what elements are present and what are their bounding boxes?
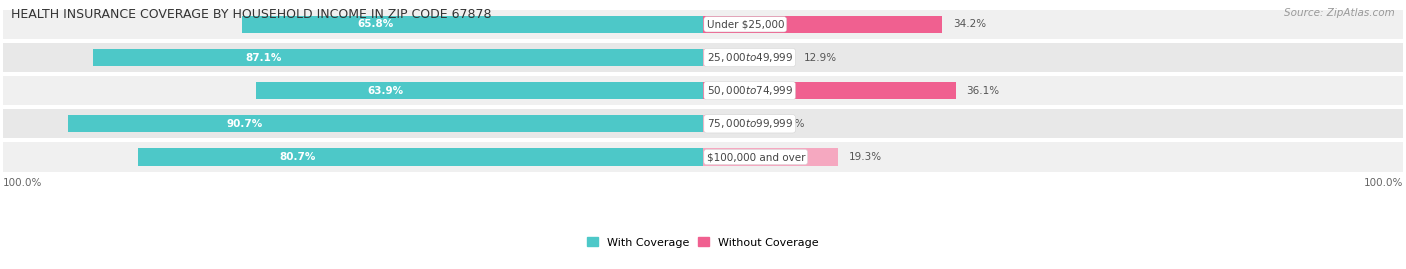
Bar bbox=[67, 115, 703, 132]
Text: $25,000 to $49,999: $25,000 to $49,999 bbox=[706, 51, 793, 64]
Text: $75,000 to $99,999: $75,000 to $99,999 bbox=[706, 117, 793, 130]
Bar bbox=[256, 82, 703, 99]
Text: 100.0%: 100.0% bbox=[3, 178, 42, 187]
Text: 19.3%: 19.3% bbox=[849, 152, 882, 162]
Text: 12.9%: 12.9% bbox=[804, 52, 837, 62]
Bar bbox=[242, 16, 703, 33]
Bar bbox=[3, 76, 1403, 105]
Bar bbox=[3, 109, 1403, 139]
Bar bbox=[703, 115, 768, 132]
Bar bbox=[93, 49, 703, 66]
Bar bbox=[3, 142, 1403, 172]
Text: 36.1%: 36.1% bbox=[966, 86, 1000, 96]
Text: Under $25,000: Under $25,000 bbox=[706, 19, 785, 29]
Text: 34.2%: 34.2% bbox=[953, 19, 986, 29]
Bar bbox=[3, 10, 1403, 39]
Text: Source: ZipAtlas.com: Source: ZipAtlas.com bbox=[1284, 8, 1395, 18]
Bar bbox=[138, 148, 703, 166]
Text: 90.7%: 90.7% bbox=[226, 119, 263, 129]
Legend: With Coverage, Without Coverage: With Coverage, Without Coverage bbox=[582, 233, 824, 252]
Bar bbox=[703, 16, 942, 33]
Text: 65.8%: 65.8% bbox=[357, 19, 394, 29]
Bar bbox=[703, 148, 838, 166]
Text: 80.7%: 80.7% bbox=[280, 152, 315, 162]
Text: $100,000 and over: $100,000 and over bbox=[706, 152, 806, 162]
Bar bbox=[703, 49, 793, 66]
Bar bbox=[3, 43, 1403, 72]
Bar bbox=[703, 82, 956, 99]
Text: 87.1%: 87.1% bbox=[246, 52, 283, 62]
Text: 63.9%: 63.9% bbox=[367, 86, 404, 96]
Text: $50,000 to $74,999: $50,000 to $74,999 bbox=[706, 84, 793, 97]
Text: 9.3%: 9.3% bbox=[779, 119, 806, 129]
Text: HEALTH INSURANCE COVERAGE BY HOUSEHOLD INCOME IN ZIP CODE 67878: HEALTH INSURANCE COVERAGE BY HOUSEHOLD I… bbox=[11, 8, 492, 21]
Text: 100.0%: 100.0% bbox=[1364, 178, 1403, 187]
